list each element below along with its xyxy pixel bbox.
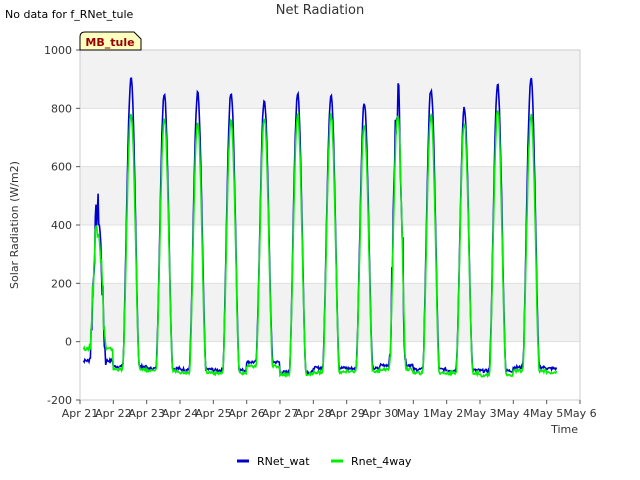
station-badge: MB_tule: [79, 31, 142, 51]
x-tick-label: Apr 28: [295, 407, 332, 420]
legend-label-rnet-wat: RNet_wat: [257, 455, 310, 468]
series-line-rnet-4way: [82, 110, 558, 379]
x-tick-label: Apr 26: [228, 407, 265, 420]
x-tick-label: Apr 23: [128, 407, 165, 420]
legend-label-rnet-4way: Rnet_4way: [351, 455, 412, 468]
y-tick-label: -200: [47, 394, 72, 407]
y-axis-ticks: -200 0 200 400 600 800 1000: [44, 44, 80, 407]
x-tick-label: May 1: [397, 407, 430, 420]
y-tick-label: 800: [51, 102, 72, 115]
badge-shape: [79, 31, 142, 51]
x-tick-label: May 2: [430, 407, 463, 420]
x-tick-label: Apr 30: [362, 407, 399, 420]
x-tick-label: Apr 24: [162, 407, 199, 420]
y-tick-label: 400: [51, 219, 72, 232]
x-tick-label: Apr 29: [328, 407, 365, 420]
y-tick-label: 0: [65, 336, 72, 349]
y-tick-label: 1000: [44, 44, 72, 57]
legend: RNet_wat Rnet_4way: [237, 455, 412, 468]
plot-band: [80, 225, 580, 284]
x-axis-label: Time: [550, 423, 578, 436]
series-line-rnet-wat: [82, 77, 558, 376]
x-tick-label: Apr 27: [262, 407, 299, 420]
y-tick-label: 600: [51, 161, 72, 174]
x-tick-label: May 6: [563, 407, 596, 420]
x-tick-label: Apr 21: [62, 407, 99, 420]
plot-band: [80, 341, 580, 400]
x-tick-label: May 3: [463, 407, 496, 420]
x-tick-label: Apr 25: [195, 407, 232, 420]
plot-band: [80, 166, 580, 225]
plot-band: [80, 283, 580, 342]
series-lines: [82, 77, 558, 379]
y-axis-label: Solar Radiation (W/m2): [8, 161, 21, 289]
x-tick-label: Apr 22: [95, 407, 132, 420]
x-tick-label: May 4: [497, 407, 530, 420]
x-tick-label: May 5: [530, 407, 563, 420]
y-tick-label: 200: [51, 277, 72, 290]
chart-title: Net Radiation: [275, 3, 365, 18]
badge-label: MB_tule: [85, 36, 134, 49]
no-data-note: No data for f_RNet_tule: [5, 8, 134, 21]
